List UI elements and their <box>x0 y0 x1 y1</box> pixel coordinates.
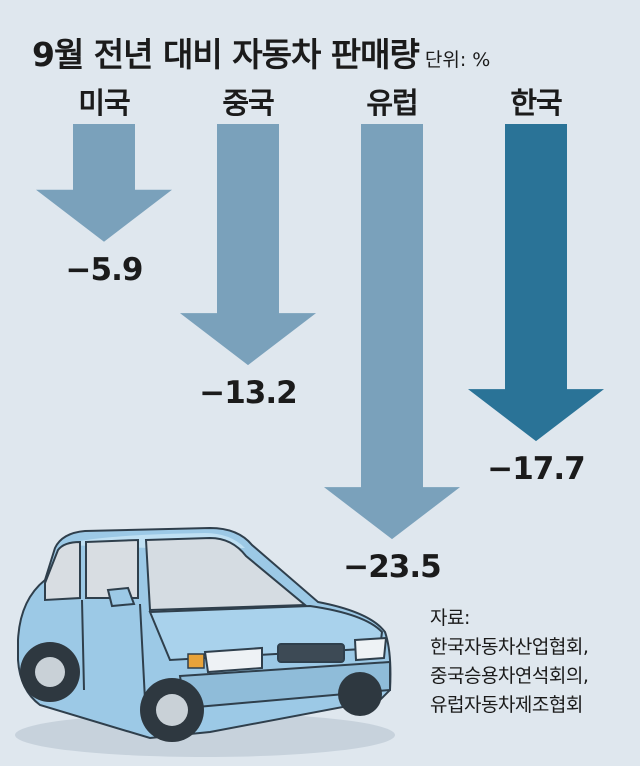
car-illustration <box>15 526 395 757</box>
chart-title-block: 9월 전년 대비 자동차 판매량 단위: % <box>32 28 490 76</box>
value-label: −13.2 <box>199 375 297 412</box>
value-label: −17.7 <box>487 451 585 488</box>
value-label: −23.5 <box>343 549 441 586</box>
unit-label: 단위: % <box>424 49 491 71</box>
chart-title: 9월 전년 대비 자동차 판매량 <box>32 35 420 74</box>
category-label: 유럽 <box>366 86 418 120</box>
arrow-bar-3 <box>468 124 604 442</box>
source-line: 한국자동차산업협회, <box>430 636 589 658</box>
source-label: 자료: <box>430 607 470 629</box>
arrow-bar-2 <box>324 124 460 540</box>
source-line: 유럽자동차제조협회 <box>430 694 583 716</box>
category-label: 미국 <box>78 86 130 120</box>
source-line: 중국승용차연석회의, <box>430 665 589 687</box>
arrow-bars <box>36 124 604 540</box>
value-label: −5.9 <box>65 251 144 288</box>
category-label: 중국 <box>222 86 274 120</box>
arrow-bar-0 <box>36 124 172 242</box>
arrow-bar-1 <box>180 124 316 366</box>
source-note: 자료: 한국자동차산업협회, 중국승용차연석회의, 유럽자동차제조협회 <box>430 604 589 720</box>
category-label: 한국 <box>510 86 562 120</box>
